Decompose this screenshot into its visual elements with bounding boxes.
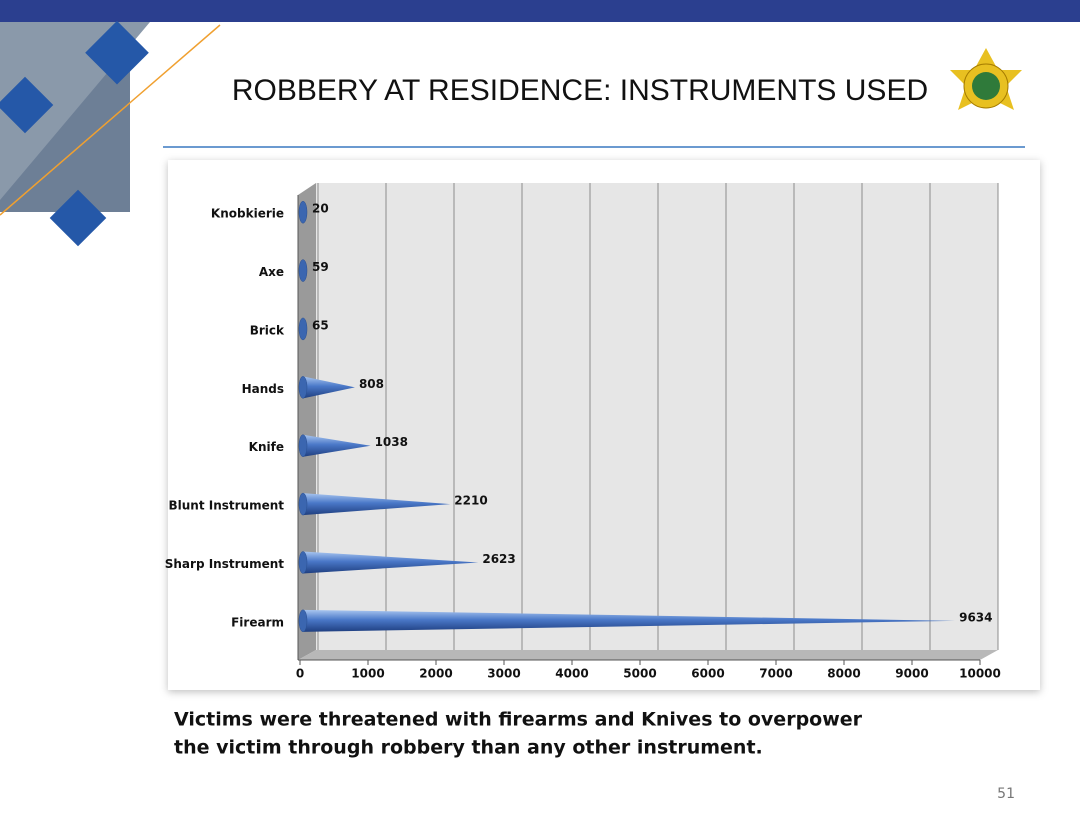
y-tick-label: Axe bbox=[259, 265, 284, 279]
y-tick-label: Knife bbox=[249, 440, 284, 454]
cone-part bbox=[303, 551, 479, 574]
cone-part bbox=[298, 551, 308, 574]
x-tick-label: 1000 bbox=[351, 667, 384, 681]
cone bbox=[298, 609, 956, 633]
cone-part bbox=[298, 200, 308, 224]
cone bbox=[298, 317, 308, 341]
x-tick-label: 0 bbox=[296, 667, 304, 681]
value-label: 59 bbox=[312, 260, 329, 274]
x-tick-label: 9000 bbox=[895, 667, 928, 681]
value-label: 65 bbox=[312, 318, 329, 332]
x-tick-label: 10000 bbox=[959, 667, 1001, 681]
back-wall bbox=[316, 183, 998, 650]
y-tick-label: Sharp Instrument bbox=[165, 557, 285, 571]
cone-part bbox=[298, 492, 308, 516]
caption-line: Victims were threatened with firearms an… bbox=[174, 709, 863, 731]
x-tick-label: 3000 bbox=[487, 667, 520, 681]
slide-title: ROBBERY AT RESIDENCE: INSTRUMENTS USED bbox=[232, 74, 928, 107]
cone bbox=[298, 200, 308, 224]
police-logo bbox=[950, 48, 1022, 110]
x-tick-label: 6000 bbox=[691, 667, 724, 681]
cone-part bbox=[298, 609, 308, 633]
cone bbox=[298, 492, 451, 516]
cone-part bbox=[298, 376, 308, 399]
y-tick-label: Firearm bbox=[231, 615, 284, 629]
floor bbox=[298, 650, 998, 660]
cone bbox=[298, 376, 355, 399]
value-label: 808 bbox=[359, 377, 384, 391]
cone bbox=[298, 434, 371, 457]
top-bar bbox=[0, 0, 1080, 22]
value-label: 2623 bbox=[482, 552, 515, 566]
cone-part bbox=[303, 434, 371, 457]
value-label: 1038 bbox=[375, 435, 408, 449]
cone-part bbox=[303, 376, 355, 399]
cone-part bbox=[298, 434, 308, 457]
caption-line: the victim through robbery than any othe… bbox=[174, 737, 763, 759]
x-tick-label: 5000 bbox=[623, 667, 656, 681]
plot: 0 1000 2000 3000 4000 5000 6000 7000 8000 9000 100… bbox=[165, 183, 1001, 681]
side-wall bbox=[298, 183, 316, 660]
value-label: 2210 bbox=[454, 494, 487, 508]
x-tick-label: 4000 bbox=[555, 667, 588, 681]
x-tick-label: 8000 bbox=[827, 667, 860, 681]
value-label: 20 bbox=[312, 202, 329, 216]
y-tick-label: Brick bbox=[250, 323, 285, 337]
x-tick-label: 2000 bbox=[419, 667, 452, 681]
y-tick-label: Hands bbox=[242, 382, 284, 396]
page-number: 51 bbox=[997, 786, 1015, 802]
cone-part bbox=[303, 493, 451, 516]
cone-part bbox=[303, 609, 956, 632]
cone bbox=[298, 551, 479, 574]
cone-part bbox=[298, 259, 308, 282]
value-label: 9634 bbox=[959, 610, 992, 624]
x-tick-label: 7000 bbox=[759, 667, 792, 681]
cone-part bbox=[298, 317, 308, 341]
y-tick-label: Blunt Instrument bbox=[168, 499, 284, 513]
cone bbox=[298, 259, 308, 282]
corner-decoration bbox=[0, 20, 221, 247]
y-tick-label: Knobkierie bbox=[211, 207, 284, 221]
